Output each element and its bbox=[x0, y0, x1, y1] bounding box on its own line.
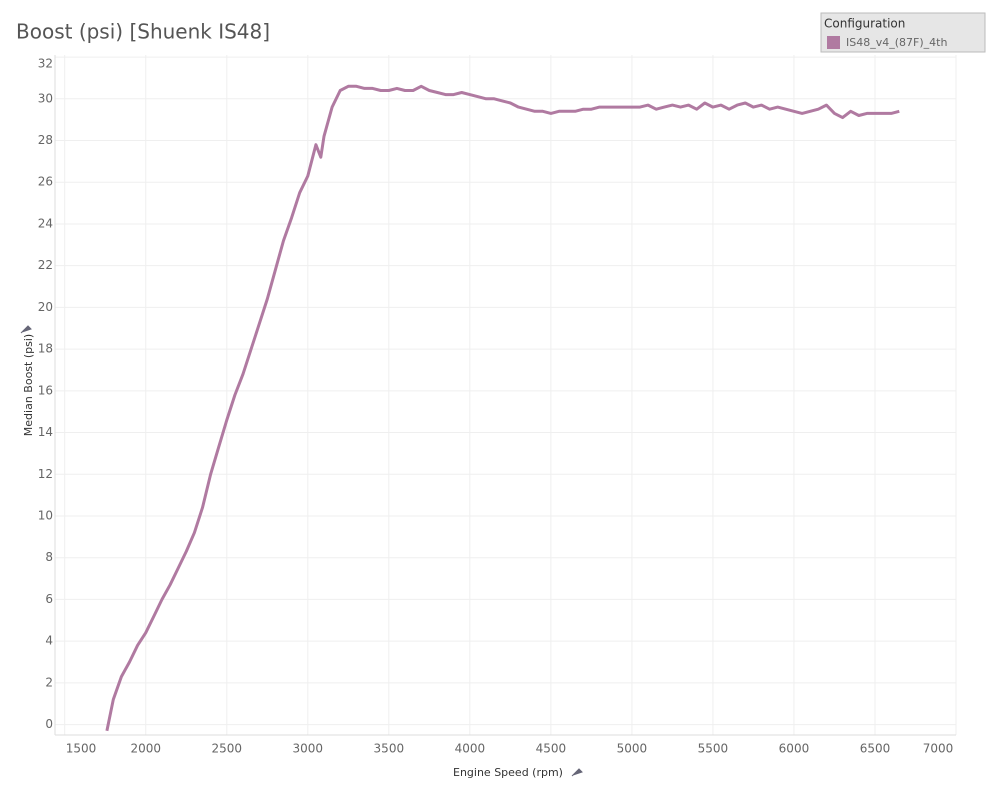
y-tick-label: 20 bbox=[38, 300, 53, 314]
y-tick-label: 2 bbox=[45, 675, 53, 689]
pin-icon[interactable] bbox=[571, 768, 583, 777]
y-tick-label: 32 bbox=[38, 57, 53, 71]
y-tick-label: 18 bbox=[38, 342, 53, 356]
legend-label: IS48_v4_(87F)_4th bbox=[846, 36, 947, 49]
x-tick-label: 6500 bbox=[860, 742, 891, 756]
x-tick-label: 6000 bbox=[779, 742, 810, 756]
y-tick-label: 30 bbox=[38, 91, 53, 105]
y-tick-label: 10 bbox=[38, 508, 53, 522]
y-tick-label: 28 bbox=[38, 133, 53, 147]
y-tick-label: 8 bbox=[45, 550, 53, 564]
pin-icon[interactable] bbox=[20, 325, 32, 334]
y-tick-label: 4 bbox=[45, 634, 53, 648]
y-tick-label: 22 bbox=[38, 258, 53, 272]
x-tick-label: 5500 bbox=[698, 742, 729, 756]
y-tick-label: 26 bbox=[38, 175, 53, 189]
y-tick-label: 0 bbox=[45, 717, 53, 731]
y-tick-label: 16 bbox=[38, 383, 53, 397]
legend-box bbox=[820, 12, 986, 53]
x-tick-label: 5000 bbox=[617, 742, 648, 756]
x-tick-label: 4500 bbox=[536, 742, 567, 756]
chart-title: Boost (psi) [Shuenk IS48] bbox=[16, 20, 270, 44]
data-line bbox=[105, 84, 900, 732]
y-tick-label: 12 bbox=[38, 467, 53, 481]
y-tick-label: 14 bbox=[38, 425, 53, 439]
y-tick-label: 6 bbox=[45, 592, 53, 606]
x-tick-label: 7000 bbox=[923, 742, 954, 756]
legend-title: Configuration bbox=[824, 17, 905, 31]
x-tick-label: 2000 bbox=[130, 742, 161, 756]
x-tick-label: 4000 bbox=[455, 742, 486, 756]
y-tick-label: 24 bbox=[38, 216, 53, 230]
x-tick-label: 3000 bbox=[293, 742, 324, 756]
legend-swatch bbox=[827, 36, 840, 49]
x-tick-label: 2500 bbox=[211, 742, 242, 756]
y-axis-label: Median Boost (psi) bbox=[22, 334, 35, 436]
x-axis-label: Engine Speed (rpm) bbox=[453, 766, 563, 779]
x-tick-label: 1500 bbox=[66, 742, 97, 756]
x-tick-label: 3500 bbox=[374, 742, 405, 756]
